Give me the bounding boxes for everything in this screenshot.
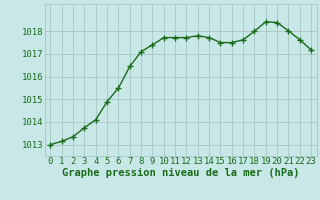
X-axis label: Graphe pression niveau de la mer (hPa): Graphe pression niveau de la mer (hPa) xyxy=(62,168,300,178)
